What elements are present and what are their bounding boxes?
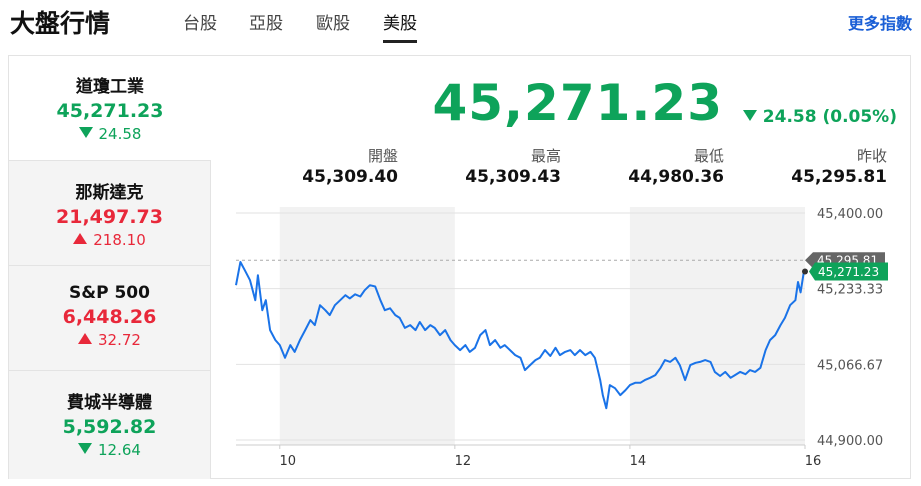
- market-tab[interactable]: 歐股: [316, 14, 350, 34]
- index-change: 218.10: [9, 231, 210, 249]
- change-arrow: [78, 333, 93, 344]
- shaded-band: [629, 207, 805, 445]
- price-line: [235, 261, 806, 410]
- x-tick-label: 12: [455, 454, 472, 469]
- panel: [8, 55, 911, 479]
- index-item[interactable]: 費城半導體 5,592.82 12.64: [9, 370, 211, 479]
- y-tick-label: 45,233.33: [817, 283, 883, 298]
- index-item[interactable]: S&P 500 6,448.26 32.72: [9, 265, 211, 370]
- stat-label: 開盤: [367, 147, 398, 165]
- index-change-text: 32.72: [98, 331, 141, 349]
- index-item[interactable]: 道瓊工業 45,271.23 24.58: [9, 55, 211, 160]
- index-name: 那斯達克: [75, 183, 144, 203]
- x-tick-label: 16: [805, 454, 822, 469]
- shaded-band: [279, 207, 455, 445]
- index-name: 道瓊工業: [76, 77, 144, 97]
- index-change: 32.72: [9, 331, 210, 349]
- y-tick-label: 44,900.00: [817, 434, 883, 449]
- last-value-tag: [809, 262, 888, 281]
- stat-label: 昨收: [856, 147, 887, 165]
- index-value: 5,592.82: [62, 416, 157, 438]
- index-name: S&P 500: [69, 283, 150, 303]
- index-change: 12.64: [9, 441, 210, 459]
- index-value: 6,448.26: [62, 306, 157, 328]
- stat-label: 最高: [530, 147, 561, 165]
- index-change-text: 12.64: [98, 441, 141, 459]
- y-tick-label: 45,400.00: [817, 207, 883, 222]
- change-arrow: [73, 233, 88, 244]
- x-tick-label: 10: [279, 454, 296, 469]
- stat-label: 最低: [693, 147, 724, 165]
- change-arrow: [742, 110, 757, 121]
- index-change-text: 218.10: [93, 231, 146, 249]
- change-arrow: [78, 443, 93, 454]
- change-arrow: [78, 127, 93, 138]
- stat-value: 44,980.36: [628, 167, 724, 187]
- stat-value: 45,295.81: [791, 167, 887, 187]
- more-link[interactable]: 更多指數: [847, 14, 912, 33]
- index-change-text: 24.58: [98, 125, 142, 143]
- stat-value: 45,309.40: [302, 167, 398, 187]
- last-point: [802, 268, 808, 275]
- quote-change-text: 24.58 (0.05%): [762, 107, 897, 127]
- index-change: 24.58: [9, 125, 211, 143]
- quote-change: 24.58 (0.05%): [742, 107, 897, 127]
- market-tab[interactable]: 亞股: [249, 14, 283, 34]
- index-name: 費城半導體: [67, 393, 152, 413]
- widget-title: 大盤行情: [10, 9, 111, 38]
- index-value: 45,271.23: [56, 100, 164, 122]
- index-item[interactable]: 那斯達克 21,497.73 218.10: [9, 160, 211, 265]
- x-tick-label: 14: [630, 454, 647, 469]
- market-tab[interactable]: 台股: [183, 14, 217, 34]
- quote-value: 45,271.23: [432, 74, 723, 132]
- stat-value: 45,309.43: [465, 167, 561, 187]
- last-value-label: 45,271.23: [818, 265, 879, 279]
- index-value: 21,497.73: [56, 206, 163, 228]
- y-tick-label: 45,066.67: [817, 358, 883, 373]
- market-tab[interactable]: 美股: [383, 9, 417, 43]
